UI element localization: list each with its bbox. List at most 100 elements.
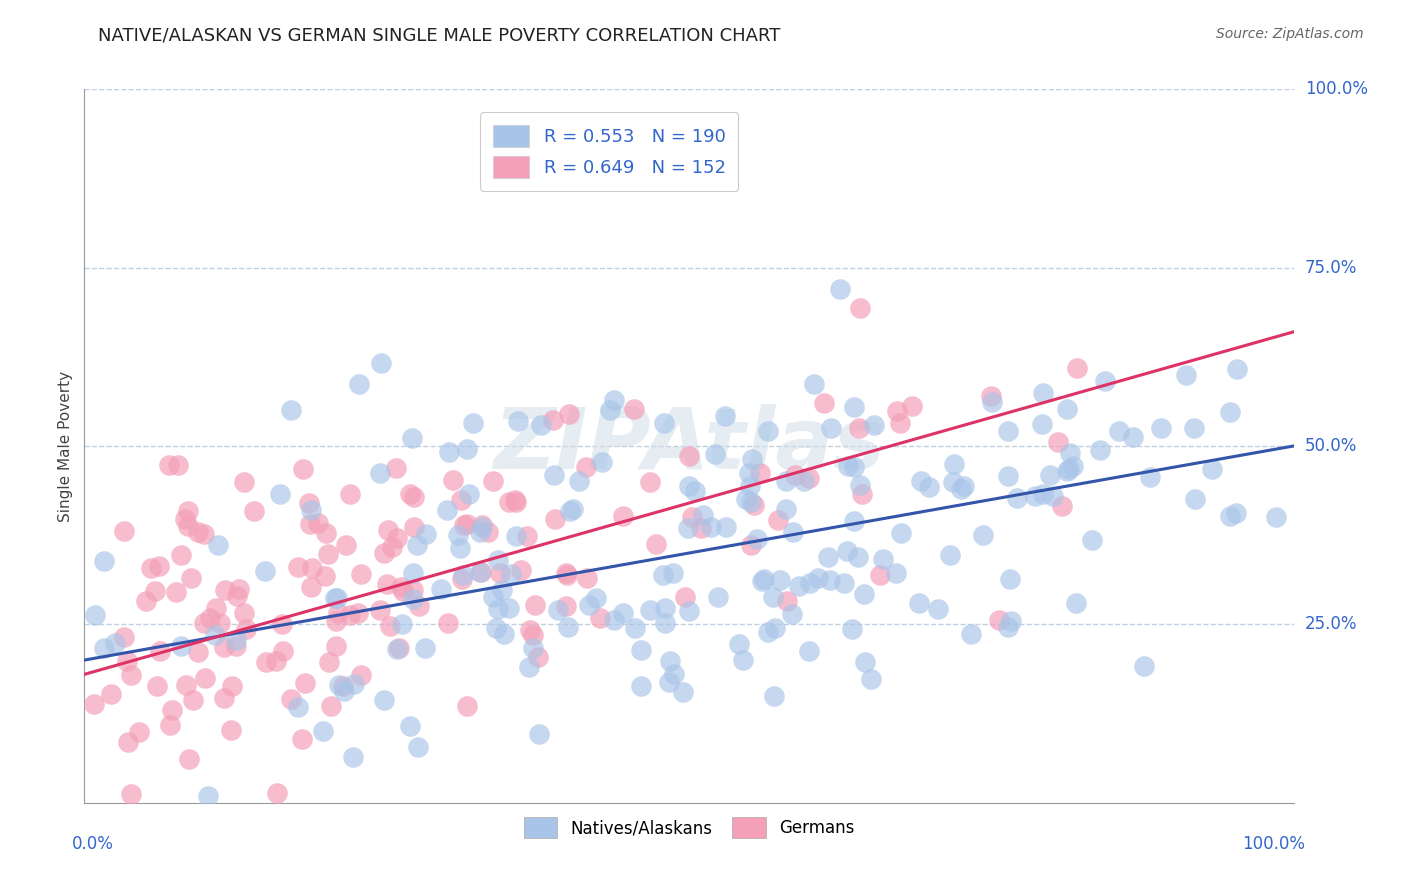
Point (157, 458, 180, 472)
Point (662, 566, 685, 580)
Point (942, 457, 965, 471)
Point (575, 460, 598, 475)
Point (439, 445, 461, 459)
Point (214, 582, 236, 597)
Point (676, 521, 699, 535)
Point (368, 603, 391, 617)
Point (197, 789, 219, 803)
Point (654, 600, 676, 615)
Point (959, 626, 981, 640)
Point (298, 517, 321, 532)
Point (527, 650, 550, 665)
Point (325, 639, 347, 653)
Point (942, 475, 965, 489)
Point (456, 699, 478, 714)
Point (769, 573, 792, 587)
Point (135, 594, 157, 608)
Point (93, 640, 115, 655)
Point (486, 602, 509, 616)
Point (844, 459, 866, 474)
Point (173, 512, 195, 526)
Point (530, 417, 553, 432)
Point (519, 623, 541, 637)
Point (225, 632, 247, 647)
Point (456, 516, 478, 531)
Point (271, 644, 294, 658)
Point (446, 528, 468, 542)
Point (177, 751, 200, 765)
Point (543, 467, 565, 482)
Point (1132, 658, 1154, 673)
Point (319, 698, 342, 713)
Point (793, 474, 815, 488)
Point (205, 601, 228, 615)
Point (524, 598, 547, 612)
Point (415, 527, 437, 541)
Point (391, 616, 413, 631)
Point (740, 495, 762, 509)
Text: NATIVE/ALASKAN VS GERMAN SINGLE MALE POVERTY CORRELATION CHART: NATIVE/ALASKAN VS GERMAN SINGLE MALE POV… (98, 27, 780, 45)
Point (481, 590, 503, 604)
Point (212, 640, 235, 654)
Text: 0.0%: 0.0% (72, 835, 114, 853)
Point (120, 668, 142, 682)
Point (332, 680, 354, 694)
Point (557, 407, 579, 421)
Point (1094, 374, 1116, 388)
Text: 75.0%: 75.0% (1305, 259, 1357, 277)
Point (662, 667, 685, 681)
Point (510, 563, 533, 577)
Point (128, 724, 150, 739)
Point (328, 678, 350, 692)
Text: Source: ZipAtlas.com: Source: ZipAtlas.com (1216, 27, 1364, 41)
Point (659, 653, 682, 667)
Point (756, 625, 779, 640)
Point (391, 584, 413, 599)
Point (927, 602, 949, 616)
Point (541, 413, 564, 427)
Point (339, 607, 361, 622)
Point (326, 591, 349, 606)
Text: 100.0%: 100.0% (1305, 80, 1368, 98)
Point (981, 395, 1004, 409)
Point (406, 739, 429, 754)
Point (901, 400, 924, 414)
Point (741, 452, 763, 467)
Point (468, 525, 491, 540)
Point (1039, 468, 1062, 483)
Point (226, 589, 249, 603)
Point (373, 546, 395, 560)
Point (177, 518, 200, 533)
Point (378, 618, 401, 632)
Point (294, 676, 316, 690)
Point (299, 580, 322, 594)
Point (638, 475, 661, 490)
Point (501, 566, 523, 581)
Point (1226, 362, 1249, 376)
Point (398, 487, 420, 501)
Point (233, 475, 256, 489)
Point (470, 565, 492, 579)
Point (368, 466, 391, 480)
Point (837, 459, 859, 474)
Point (165, 584, 187, 599)
Point (527, 727, 550, 741)
Point (415, 641, 437, 656)
Point (851, 487, 873, 501)
Point (266, 786, 288, 800)
Point (326, 606, 349, 620)
Point (498, 494, 520, 508)
Point (762, 689, 785, 703)
Point (1062, 458, 1084, 473)
Point (1182, 421, 1205, 435)
Point (852, 587, 875, 601)
Point (547, 602, 569, 616)
Point (1005, 491, 1028, 506)
Point (848, 420, 870, 434)
Text: 50.0%: 50.0% (1305, 437, 1357, 455)
Point (775, 502, 797, 516)
Point (807, 571, 830, 585)
Point (1139, 469, 1161, 483)
Point (1175, 368, 1198, 382)
Point (117, 654, 139, 668)
